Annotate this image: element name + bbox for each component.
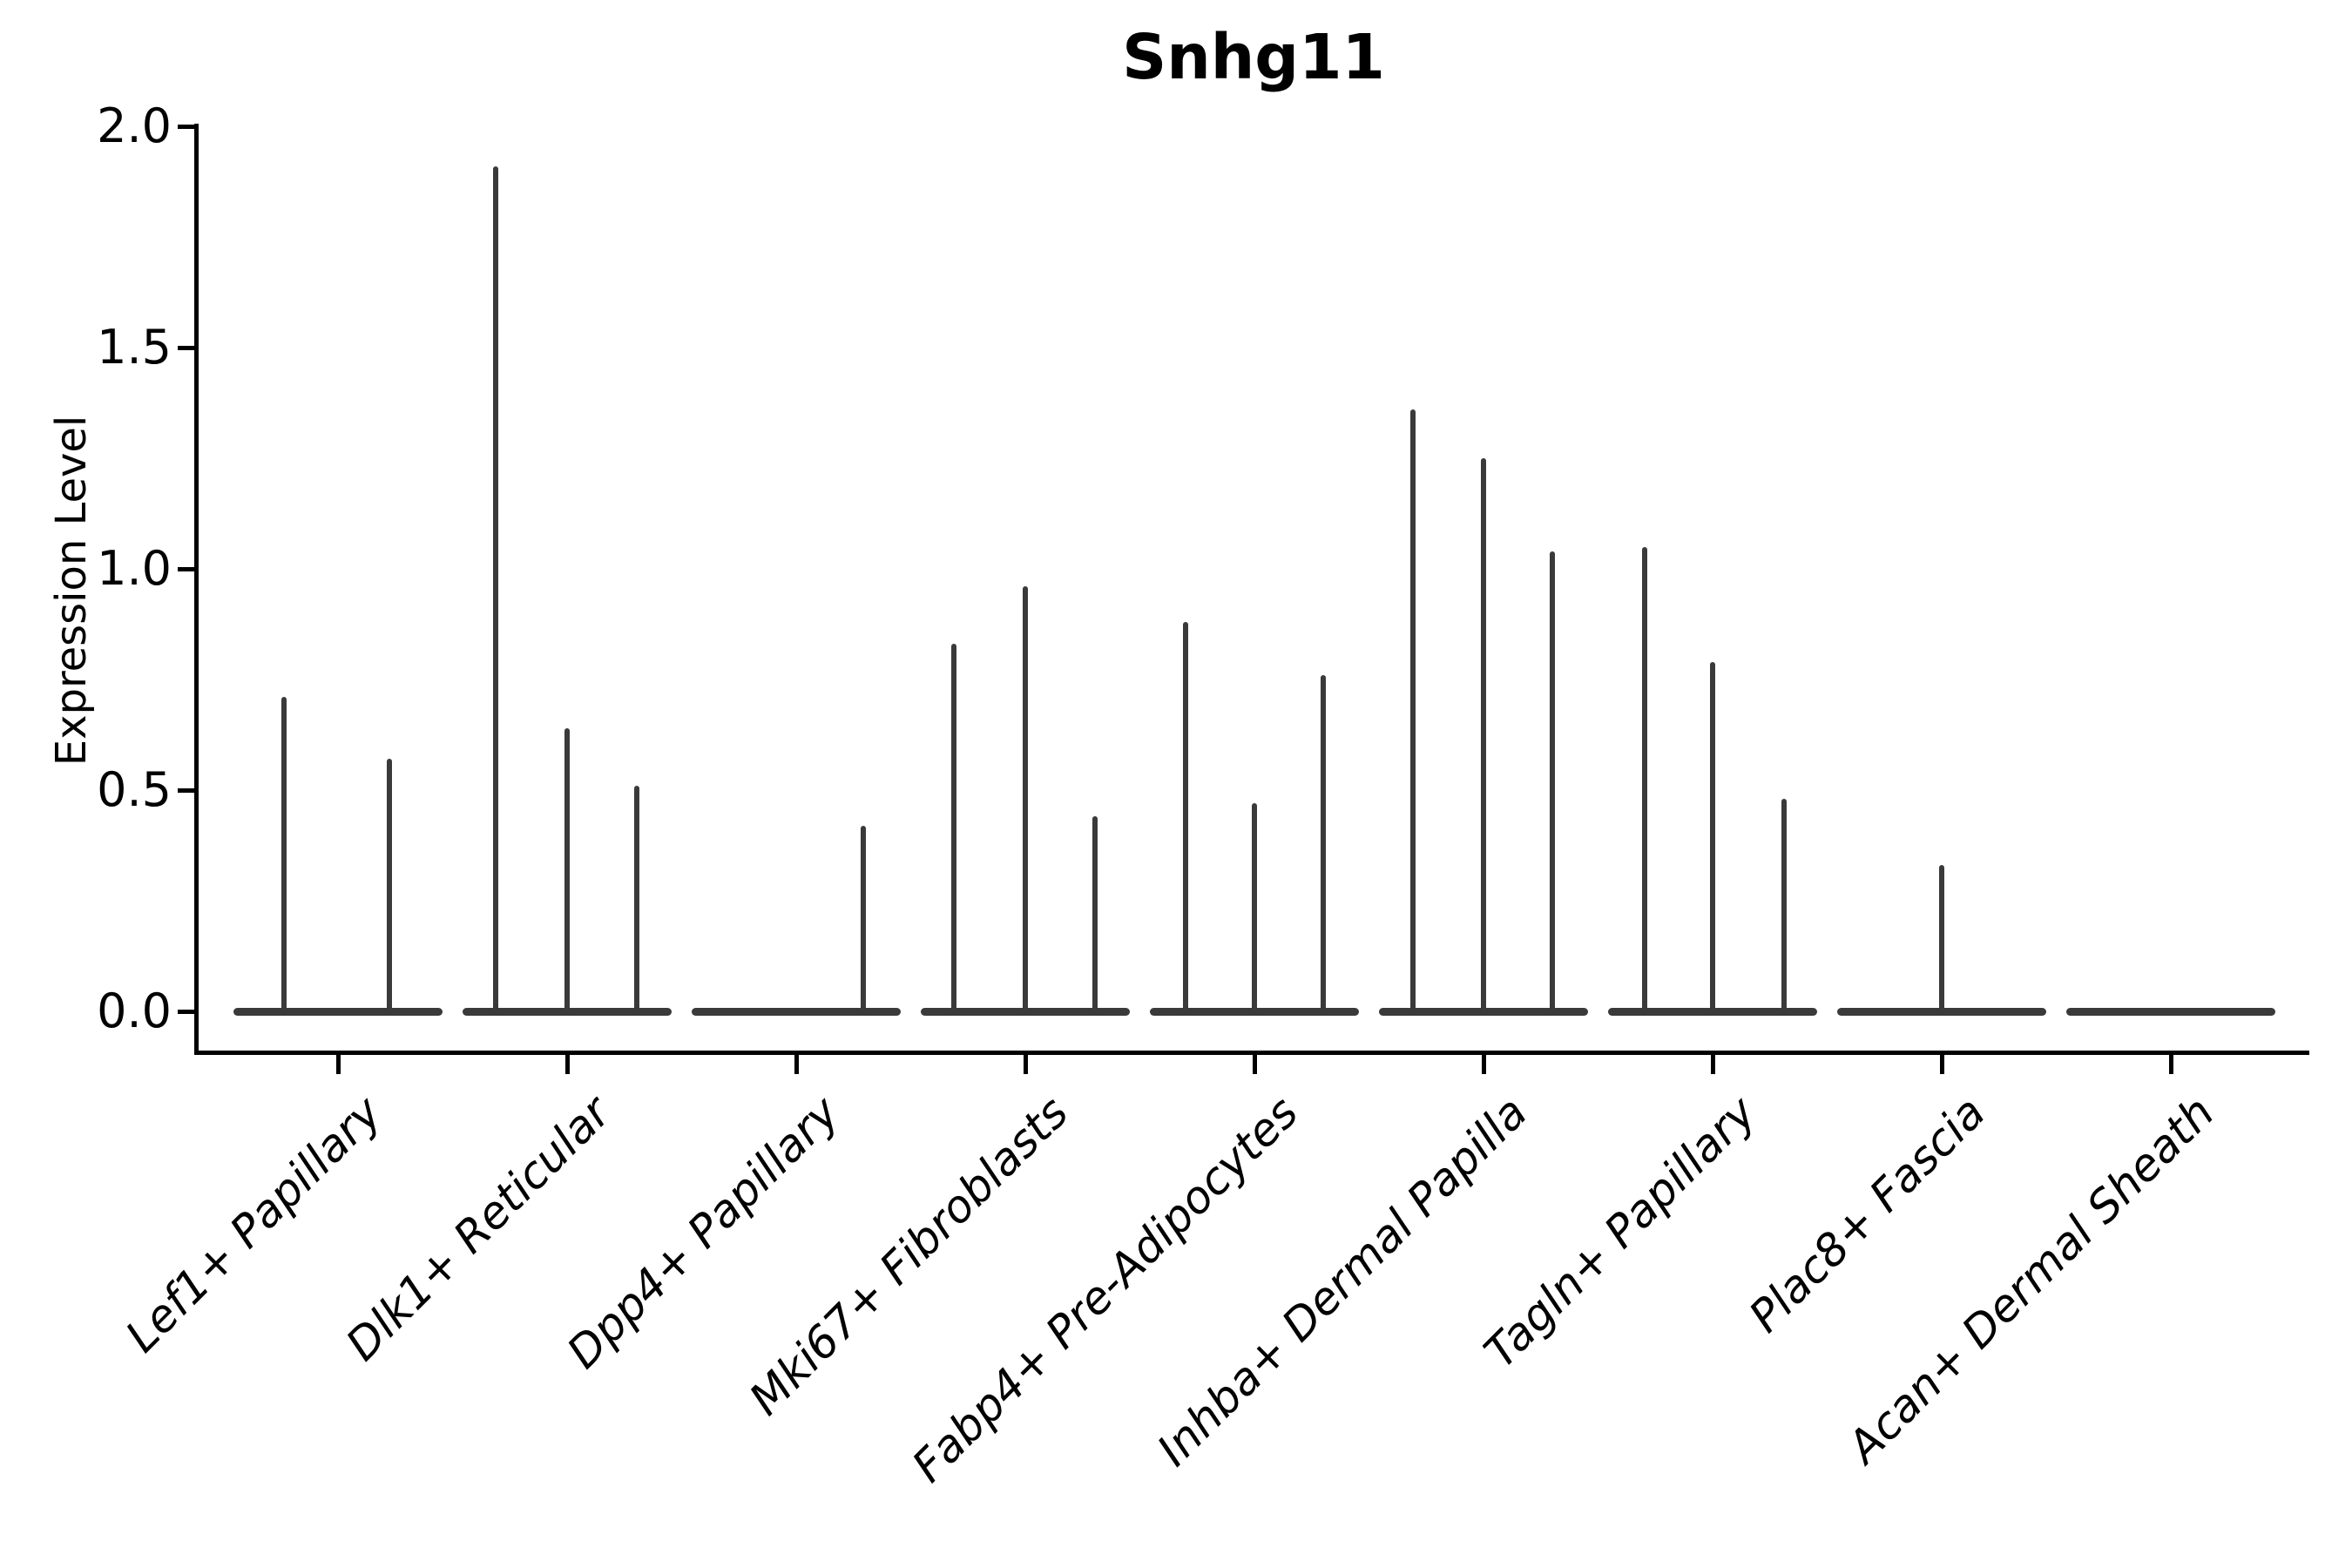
violin-spike: [1183, 621, 1188, 1011]
violin-spike: [1252, 803, 1257, 1011]
violin-spike: [1321, 674, 1326, 1011]
y-tick-label: 1.5: [97, 320, 172, 375]
x-category-label: Fabp4+ Pre-Adipocytes: [902, 1086, 1308, 1493]
violin-spike: [634, 785, 639, 1011]
violin-spike: [1939, 865, 1944, 1011]
y-tick-label: 1.0: [97, 541, 172, 596]
violin-baseline: [1150, 1007, 1359, 1016]
violin-baseline: [2066, 1007, 2275, 1016]
violin-spike: [281, 697, 287, 1011]
violin-spike: [861, 825, 866, 1011]
violin-spike: [387, 759, 392, 1011]
x-tick: [1252, 1055, 1257, 1074]
x-category-label: Lef1+ Papillary: [116, 1086, 392, 1363]
violin-baseline: [463, 1007, 672, 1016]
violin-spike: [1642, 546, 1647, 1011]
x-tick: [1481, 1055, 1486, 1074]
violin-spike: [493, 166, 498, 1011]
y-tick: [178, 124, 196, 129]
y-tick: [178, 787, 196, 793]
x-axis-spine: [194, 1051, 2309, 1055]
violin-baseline: [1379, 1007, 1588, 1016]
violin-spike: [1710, 661, 1715, 1011]
x-category-label: Inhba+ Dermal Papilla: [1147, 1086, 1538, 1477]
y-tick: [178, 566, 196, 571]
chart-title: Snhg11: [1122, 21, 1385, 93]
y-tick: [178, 1009, 196, 1014]
violin-spike: [1092, 816, 1098, 1011]
y-tick-label: 2.0: [97, 98, 172, 153]
x-tick: [335, 1055, 341, 1074]
violin-spike: [1781, 799, 1787, 1011]
x-category-label: Plac8+ Fascia: [1739, 1086, 1996, 1343]
violin-baseline: [1608, 1007, 1817, 1016]
violin-spike: [564, 727, 570, 1011]
violin-baseline: [692, 1007, 901, 1016]
violin-baseline: [921, 1007, 1130, 1016]
x-tick: [1710, 1055, 1715, 1074]
x-tick: [2168, 1055, 2173, 1074]
x-tick: [1023, 1055, 1028, 1074]
violin-baseline: [1837, 1007, 2046, 1016]
x-tick: [564, 1055, 570, 1074]
x-tick: [1939, 1055, 1944, 1074]
y-tick-label: 0.0: [97, 983, 172, 1038]
y-tick-label: 0.5: [97, 762, 172, 817]
violin-spike: [1550, 551, 1555, 1011]
violin-spike: [951, 644, 956, 1011]
violin-spike: [1410, 409, 1416, 1011]
violin-spike: [1481, 458, 1486, 1011]
violin-baseline: [233, 1007, 443, 1016]
x-category-label: Acan+ Dermal Sheath: [1838, 1086, 2225, 1474]
y-tick: [178, 345, 196, 350]
y-axis-spine: [194, 124, 199, 1055]
x-tick: [794, 1055, 799, 1074]
violin-spike: [1023, 586, 1028, 1011]
y-axis-label: Expression Level: [47, 415, 96, 767]
